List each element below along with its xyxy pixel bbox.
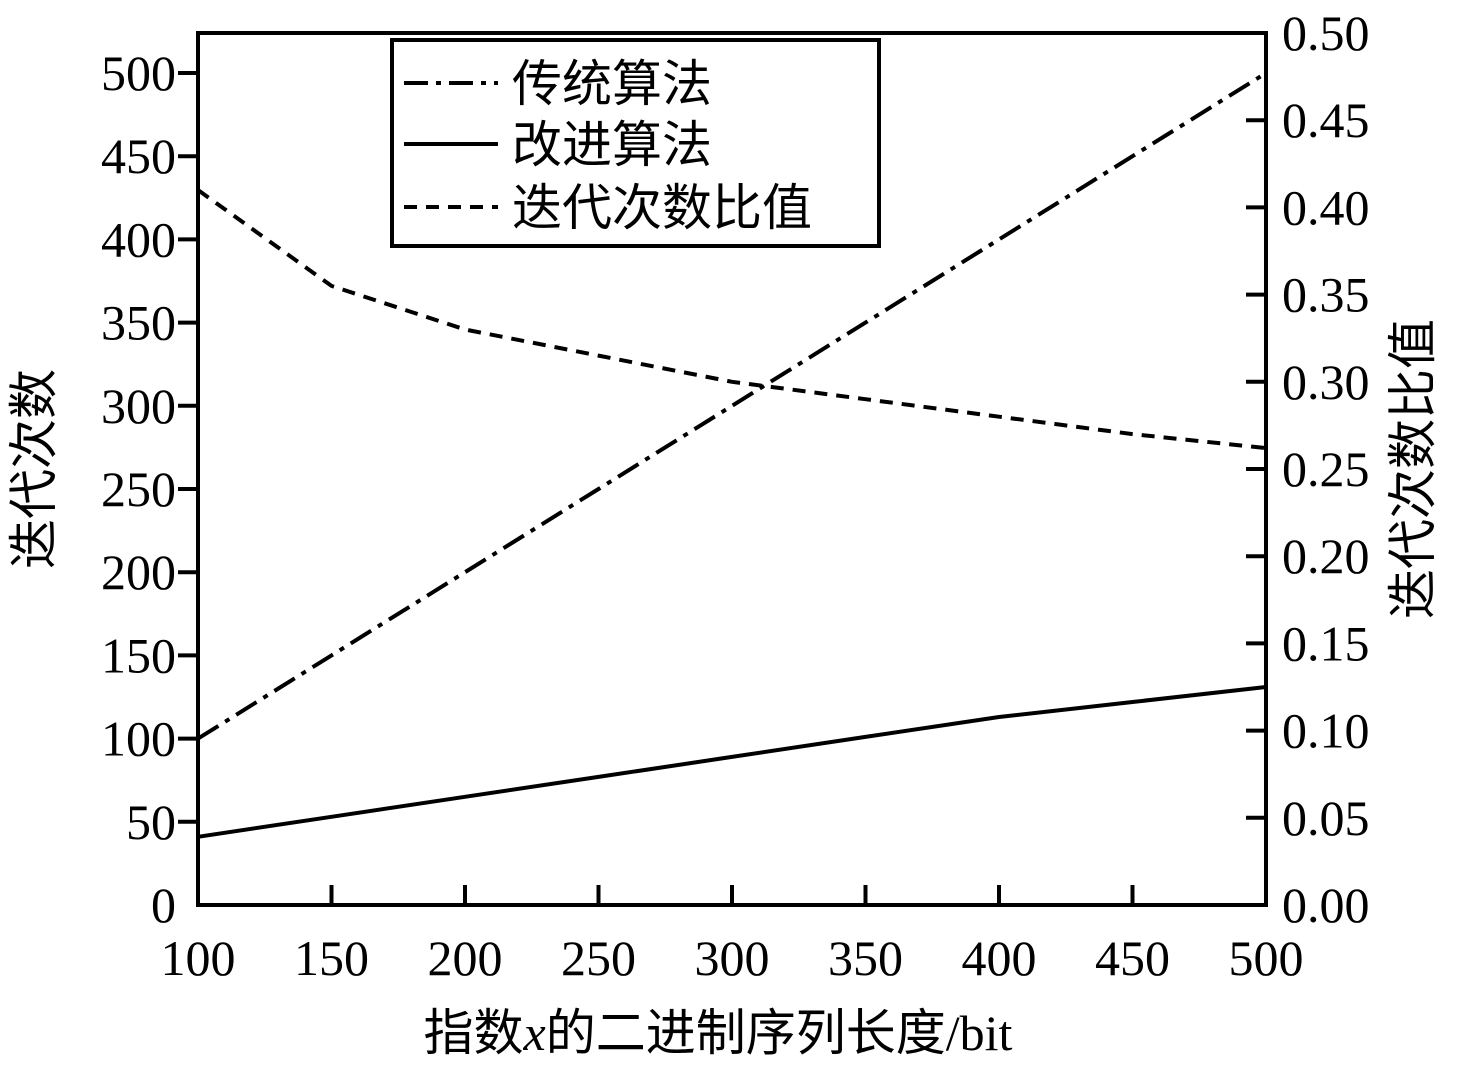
x-axis-title-prefix: 指数 xyxy=(424,1005,524,1061)
y-tick-label-left: 350 xyxy=(101,295,176,351)
x-tick-label: 450 xyxy=(1095,930,1170,986)
y-tick-label-left: 0 xyxy=(151,877,176,933)
x-tick-label: 400 xyxy=(962,930,1037,986)
y-tick-label-right: 0.30 xyxy=(1282,354,1370,410)
series-layer xyxy=(196,71,1268,839)
x-tick-label: 300 xyxy=(695,930,770,986)
x-tick-label: 100 xyxy=(161,930,236,986)
y-tick-label-right: 0.20 xyxy=(1282,528,1370,584)
y-tick-label-right: 0.00 xyxy=(1282,877,1370,933)
y-tick-label-left: 250 xyxy=(101,461,176,517)
y-tick-label-left: 50 xyxy=(126,794,176,850)
legend-label-ratio: 迭代次数比值 xyxy=(512,180,812,236)
y-tick-label-right: 0.15 xyxy=(1282,615,1370,671)
legend-label-improved: 改进算法 xyxy=(512,117,712,173)
y-tick-label-right: 0.35 xyxy=(1282,267,1370,323)
y-tick-label-left: 100 xyxy=(101,711,176,767)
x-tick-label: 150 xyxy=(294,930,369,986)
y-tick-label-left: 400 xyxy=(101,211,176,267)
series-line-traditional xyxy=(196,71,1268,741)
legend: 传统算法 改进算法 迭代次数比值 xyxy=(390,38,881,248)
ticks-layer: 100 150 200 250 300 350 400 450 500 0 50 100 150 200 2… xyxy=(101,5,1370,986)
y-tick-label-right: 0.10 xyxy=(1282,703,1370,759)
y-tick-label-right: 0.25 xyxy=(1282,441,1370,497)
x-axis-title: 指数x的二进制序列长度/bit xyxy=(424,1005,1013,1061)
y-tick-label-left: 200 xyxy=(101,544,176,600)
x-tick-label: 200 xyxy=(428,930,503,986)
y-axis-title-left: 迭代次数 xyxy=(6,369,62,569)
x-axis-title-variable: x xyxy=(523,1005,546,1061)
x-tick-label: 350 xyxy=(828,930,903,986)
y-tick-label-right: 0.05 xyxy=(1282,790,1370,846)
x-tick-label: 500 xyxy=(1229,930,1304,986)
y-tick-label-left: 150 xyxy=(101,627,176,683)
plot-frame xyxy=(196,31,1268,907)
y-tick-label-left: 500 xyxy=(101,45,176,101)
y-tick-label-right: 0.40 xyxy=(1282,179,1370,235)
y-tick-label-left: 300 xyxy=(101,378,176,434)
legend-label-traditional: 传统算法 xyxy=(512,56,712,112)
y-tick-label-left: 450 xyxy=(101,128,176,184)
y-tick-label-right: 0.45 xyxy=(1282,92,1370,148)
y-axis-title-right: 迭代次数比值 xyxy=(1385,319,1441,619)
series-line-improved xyxy=(197,685,1267,839)
series-line-ratio xyxy=(196,188,1267,451)
y-tick-label-right: 0.50 xyxy=(1282,5,1370,61)
x-tick-label: 250 xyxy=(561,930,636,986)
x-axis-title-suffix: 的二进制序列长度/bit xyxy=(546,1005,1013,1061)
